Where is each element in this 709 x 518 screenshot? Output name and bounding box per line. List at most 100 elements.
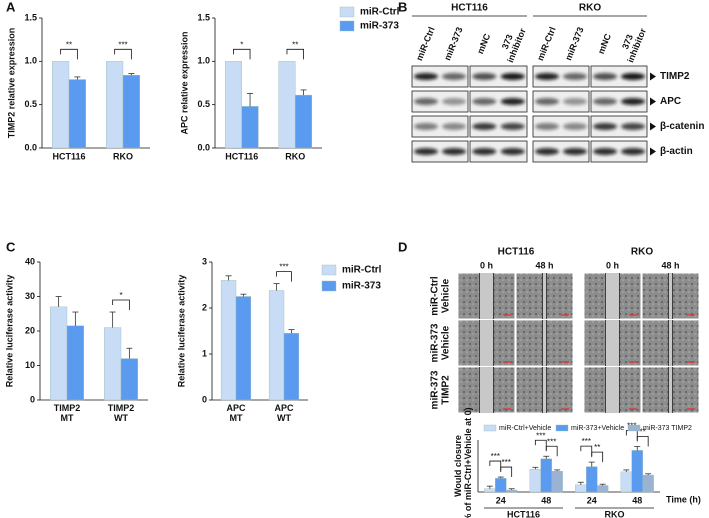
time-label: 48 h xyxy=(661,260,679,270)
blot-band xyxy=(414,148,438,155)
sig-label: * xyxy=(240,40,243,49)
protein-label: β-actin xyxy=(660,146,693,157)
bar xyxy=(529,469,541,493)
panel-label: C xyxy=(6,239,16,254)
blot-strip xyxy=(590,90,648,113)
legend-label: miR-373+Vehicle xyxy=(571,425,624,432)
x-tick-label: 48 xyxy=(541,495,551,505)
error-bar xyxy=(486,485,493,489)
lane-label: miR-Ctrl xyxy=(535,25,558,62)
image-group: RKO xyxy=(631,247,653,258)
y-tick-label: 0.0 xyxy=(197,142,210,152)
x-tick-label: 24 xyxy=(496,495,506,505)
blot-band xyxy=(535,123,559,130)
lane-label: mNC xyxy=(475,32,492,56)
sig-label: *** xyxy=(279,263,288,272)
bar xyxy=(68,79,86,149)
sig-bracket xyxy=(580,445,593,457)
blot-band xyxy=(593,98,617,105)
panel-label: A xyxy=(6,0,16,14)
blot-strip xyxy=(469,115,528,138)
row-label: miR-373TIMP2 xyxy=(429,370,451,409)
image-group: HCT116 xyxy=(498,247,535,258)
blot-strip xyxy=(590,140,648,163)
arrow xyxy=(650,72,656,81)
bar xyxy=(122,74,140,149)
legend-label: miR-Ctrl xyxy=(342,265,382,276)
y-axis-label: Relative luciferase activity xyxy=(4,275,14,388)
y-tick-label: 40 xyxy=(25,256,35,266)
y-tick-label: 1.0 xyxy=(197,56,210,66)
legend-swatch xyxy=(627,424,641,432)
legend-swatch xyxy=(339,6,355,18)
protein-label: β-catenin xyxy=(660,121,704,132)
legend-swatch xyxy=(555,424,569,432)
protein-label: APC xyxy=(660,96,681,107)
sig-label: ** xyxy=(594,443,600,452)
group-label: RKO xyxy=(605,509,625,518)
y-tick-label: 3 xyxy=(202,256,207,266)
lane-label: mNC xyxy=(596,32,613,56)
sig-label: ** xyxy=(292,40,298,49)
y-tick-label: 1.0 xyxy=(24,56,37,66)
sig-label: * xyxy=(119,291,122,300)
protein-label: TIMP2 xyxy=(660,71,690,82)
bar xyxy=(620,471,632,493)
bar xyxy=(66,325,84,401)
scratch-gap xyxy=(542,320,547,366)
legend-label: miR-373 TIMP2 xyxy=(643,425,692,432)
bar xyxy=(295,94,313,149)
x-tick-label: TIMP2 MT xyxy=(54,403,81,423)
sig-bracket xyxy=(60,48,78,60)
bar xyxy=(278,61,296,149)
x-tick-label: 48 xyxy=(632,495,642,505)
blot-strip xyxy=(411,90,469,113)
bar xyxy=(586,466,598,493)
error-bar xyxy=(634,446,641,451)
panel-label: B xyxy=(398,0,407,14)
scratch-gap xyxy=(542,273,547,319)
scratch-gap xyxy=(668,273,673,319)
blot-band xyxy=(442,123,466,130)
blot-band xyxy=(442,98,466,105)
error-bar xyxy=(554,469,561,472)
blot-band xyxy=(442,148,466,155)
group-label: HCT116 xyxy=(507,509,540,518)
sig-bracket xyxy=(591,451,604,463)
arrow xyxy=(650,147,656,156)
error-bar xyxy=(588,461,595,467)
x-tick-label: APC MT xyxy=(226,403,246,423)
bar xyxy=(551,471,563,493)
blot-strip xyxy=(411,65,469,88)
blot-band xyxy=(563,148,587,155)
x-tick-label: HCT116 xyxy=(225,151,258,161)
y-tick-label: 30 xyxy=(25,291,35,301)
blot-band xyxy=(535,73,559,80)
blot-strip xyxy=(411,115,469,138)
bar xyxy=(224,61,242,149)
bar xyxy=(495,478,507,493)
blot-group: HCT116 xyxy=(451,3,488,14)
bar xyxy=(642,474,654,493)
error-bar xyxy=(72,311,79,326)
error-bar xyxy=(273,283,280,291)
blot-band xyxy=(563,98,587,105)
blot-band xyxy=(621,148,645,155)
blot-band xyxy=(442,73,466,80)
blot-band xyxy=(593,123,617,130)
error-bar xyxy=(300,89,307,96)
y-tick-label: 2 xyxy=(202,302,207,312)
blot-band xyxy=(535,98,559,105)
lane-label: miR-373 xyxy=(442,26,464,62)
x-tick-label: APC WT xyxy=(274,403,294,423)
legend-label: miR-Ctrl+Vehicle xyxy=(499,425,551,432)
scratch-gap xyxy=(479,320,494,366)
lane-label: 373inhibitor xyxy=(496,23,528,64)
y-axis-label: Would closure(% of miR-Ctrl+Vehicle at 0… xyxy=(453,407,473,518)
blot-strip xyxy=(469,140,528,163)
bar xyxy=(506,489,518,493)
legend-swatch xyxy=(339,20,355,32)
sig-label: ** xyxy=(640,428,646,437)
legend-swatch xyxy=(321,264,337,276)
sig-bracket xyxy=(276,271,292,282)
